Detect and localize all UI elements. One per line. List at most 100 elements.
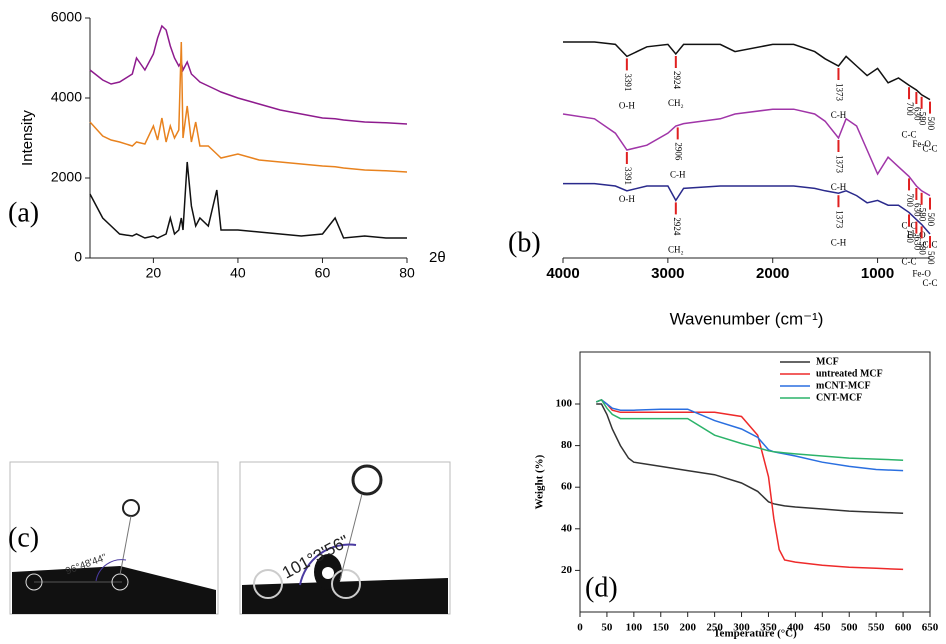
- series-line: [89, 41, 408, 173]
- peak-label: 1373: [834, 210, 844, 229]
- angle-arc: [299, 543, 357, 586]
- x-tick-label: 450: [814, 622, 831, 634]
- marker: [253, 569, 283, 599]
- peak-label: 630: [912, 237, 922, 251]
- x-tick-label: 80: [399, 265, 415, 281]
- bond-label: O-H: [619, 194, 635, 204]
- legend-label: mCNT-MCF: [816, 380, 871, 391]
- panel: 0 50 100 150 200 250 300 350 400 450 500 550 600 650 2…: [534, 351, 939, 640]
- y-tick-label: 40: [561, 522, 573, 534]
- bond-label: Fe-O: [907, 230, 926, 240]
- droplet-surface: [12, 566, 216, 614]
- x-tick-label: 650: [922, 622, 939, 634]
- x-tick-label: 200: [679, 622, 696, 634]
- x-tick-label: 4000: [546, 265, 579, 282]
- y-tick-label: 100: [556, 398, 573, 410]
- peak-label: 580: [918, 241, 928, 255]
- series-line: [89, 24, 408, 125]
- x-tick-label: 60: [315, 265, 331, 281]
- x-tick-label: 0: [577, 622, 583, 634]
- peak-label: 2924: [672, 71, 682, 90]
- panel-label: (a): [8, 197, 39, 228]
- x-tick-label: 250: [706, 622, 723, 634]
- peak-label: 1373: [834, 83, 844, 102]
- x-tick-label: 100: [626, 622, 643, 634]
- legend-label: CNT-MCF: [816, 392, 862, 403]
- bond-label: C-H: [831, 237, 847, 247]
- series-line: [89, 161, 407, 239]
- x-tick-label: 20: [146, 265, 162, 281]
- bond-label: O-H: [619, 100, 635, 110]
- y-tick-label: 0: [74, 249, 82, 265]
- y-tick-label: 4000: [51, 89, 82, 105]
- bond-label: CH₂: [668, 98, 684, 108]
- bond-label: C-C: [922, 144, 937, 154]
- x-tick-label: 400: [787, 622, 804, 634]
- x-tick-label: 550: [868, 622, 885, 634]
- bond-label: C-H: [831, 182, 847, 192]
- peak-label: 1373: [834, 155, 844, 174]
- photo-right: 101°3'56": [239, 461, 451, 615]
- peak-label: 500: [926, 213, 936, 227]
- marker: [351, 464, 383, 496]
- y-tick-label: 2000: [51, 169, 82, 185]
- y-tick-label: 60: [561, 481, 573, 493]
- panel-label: (c): [8, 522, 39, 553]
- peak-label: 500: [926, 251, 936, 265]
- angle-arc: [95, 559, 127, 582]
- x-tick-label: 3000: [651, 265, 684, 282]
- series-line: [563, 182, 931, 235]
- droplet-highlight: [322, 567, 334, 579]
- panel: 4000 3000 2000 1000 3391 O-H 2924 CH₂ 1373 C-H 700…: [508, 41, 938, 328]
- legend-label: MCF: [816, 356, 839, 367]
- peak-label: 500: [926, 117, 936, 131]
- panel-label: (d): [585, 572, 618, 603]
- x-tick-label: 2000: [756, 265, 789, 282]
- droplet-surface: [242, 578, 448, 614]
- peak-label: 700: [905, 193, 915, 207]
- plot-frame: [579, 351, 931, 613]
- series-line: [595, 398, 904, 461]
- peak-label: 700: [905, 102, 915, 116]
- y-tick-label: 80: [561, 439, 573, 451]
- y-tick-label: 6000: [51, 9, 82, 25]
- x-tick-label: 600: [895, 622, 912, 634]
- legend-label: untreated MCF: [816, 368, 883, 379]
- bond-label: C-H: [670, 169, 686, 179]
- photo-left: 96°48'44" (c): [8, 461, 219, 615]
- peak-label: 2906: [674, 142, 684, 161]
- tangent: [339, 493, 363, 581]
- marker: [331, 569, 361, 599]
- x-tick-label: 1000: [861, 265, 894, 282]
- peak-label: 2924: [672, 217, 682, 236]
- panel: 20 40 60 80 0 2000 4000 6000 2θ Intensity (a): [8, 9, 446, 281]
- x-axis-label: Temperature (°C): [713, 628, 797, 640]
- x-tick-label: 300: [733, 622, 750, 634]
- bond-label: Fe-O: [912, 268, 931, 278]
- x-tick-label: 500: [841, 622, 858, 634]
- x-tick-label: 350: [760, 622, 777, 634]
- panel-label: (b): [508, 227, 541, 258]
- peak-label: 630: [912, 107, 922, 121]
- bond-label: Fe-O: [912, 139, 931, 149]
- bond-label: C-H: [831, 110, 847, 120]
- x-tick-label: 150: [653, 622, 670, 634]
- series-line: [595, 398, 904, 472]
- bond-label: C-C: [922, 278, 937, 288]
- bond-label: C-C: [902, 256, 917, 266]
- x-axis-label: Wavenumber (cm⁻¹): [670, 309, 824, 328]
- x-axis-label: 2θ: [429, 249, 446, 266]
- peak-label: 3391: [623, 73, 633, 91]
- peak-label: 580: [918, 112, 928, 126]
- y-axis-label: Intensity: [19, 110, 36, 166]
- peak-label: 630: [912, 203, 922, 217]
- series-line: [595, 398, 904, 571]
- marker: [25, 573, 43, 591]
- bond-label: C-C: [902, 129, 917, 139]
- x-tick-label: 50: [601, 622, 613, 634]
- series-line: [563, 41, 931, 101]
- peak-label: 580: [918, 208, 928, 222]
- tangent: [119, 515, 132, 576]
- peak-label: 700: [905, 229, 915, 243]
